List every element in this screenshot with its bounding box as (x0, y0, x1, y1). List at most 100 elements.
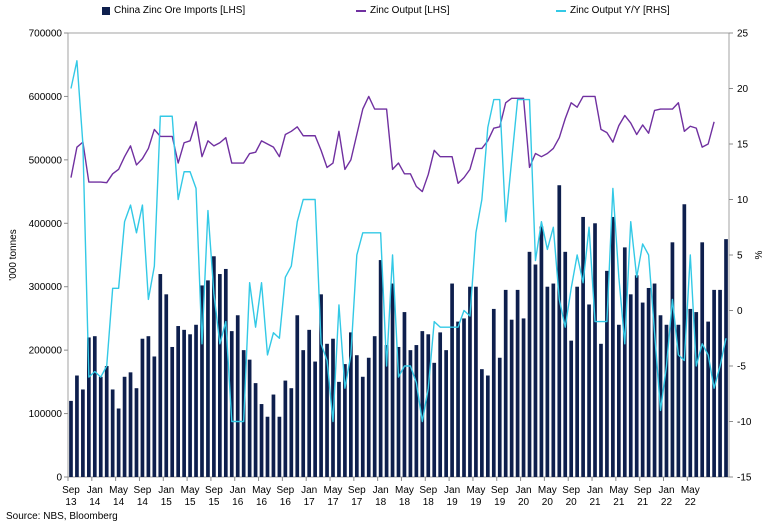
bar (462, 318, 466, 477)
x-tick-label-month: Sep (562, 485, 580, 496)
x-tick-label-year: 21 (637, 497, 649, 508)
bar (110, 389, 115, 477)
x-tick-label-year: 18 (399, 497, 411, 508)
bar (521, 318, 526, 477)
bar (474, 286, 478, 477)
bar (527, 251, 532, 477)
bar (372, 336, 377, 477)
bar (134, 388, 139, 477)
x-tick-label-year: 22 (661, 497, 673, 508)
bar (265, 416, 270, 477)
x-tick-label-month: Jan (373, 485, 389, 496)
bar (259, 404, 264, 477)
bar (69, 400, 73, 477)
x-tick-label-month: May (252, 485, 271, 496)
bar (450, 283, 454, 477)
y-left-tick-label: 100000 (29, 409, 63, 420)
bar (712, 289, 716, 477)
y-left-tick-label: 400000 (29, 219, 63, 230)
bar-series-zinc-ore-imports (69, 185, 728, 477)
bar (146, 336, 151, 477)
bar (188, 334, 192, 477)
x-tick-label-year: 13 (65, 497, 77, 508)
bar (140, 338, 145, 477)
y-right-tick-label: 0 (737, 306, 743, 317)
x-tick-label-month: Jan (658, 485, 674, 496)
legend-item-yoy: Zinc Output Y/Y [RHS] (556, 5, 670, 16)
y-right-tick-label: -10 (737, 417, 752, 428)
bar (557, 185, 562, 477)
bar (646, 287, 651, 477)
bar (444, 350, 448, 477)
bar (718, 289, 722, 477)
bar (634, 275, 639, 477)
y-left-axis-title: '000 tonnes (8, 229, 19, 280)
bar (164, 294, 169, 477)
legend-swatch-yoy (556, 9, 566, 12)
source-note: Source: NBS, Bloomberg (6, 511, 118, 522)
y-left-tick-label: 300000 (29, 282, 63, 293)
x-tick-label-month: Jan (87, 485, 103, 496)
line-zinc-output-yoy (70, 60, 727, 423)
bar (253, 383, 258, 477)
x-tick-label-month: Sep (419, 485, 437, 496)
x-tick-label-year: 17 (351, 497, 363, 508)
bar (426, 334, 431, 477)
y-right-tick-label: 25 (737, 29, 749, 40)
bar (652, 283, 657, 477)
bar (81, 389, 85, 477)
x-tick-label-month: Jan (444, 485, 460, 496)
x-tick-label-month: Sep (62, 485, 80, 496)
bar (628, 294, 633, 477)
bar (456, 321, 460, 477)
bar (622, 247, 627, 477)
bar (235, 315, 240, 477)
bar (158, 274, 163, 477)
bar (485, 375, 490, 477)
x-tick-label-month: Jan (158, 485, 174, 496)
x-tick-label-month: Sep (491, 485, 509, 496)
tick-labels: 0 100000 200000 300000 400000 500000 600000 700… (8, 29, 765, 509)
bar (360, 376, 365, 477)
bar (170, 346, 175, 477)
bar (420, 331, 425, 477)
y-right-tick-label: 10 (737, 195, 749, 206)
x-tick-label-month: Sep (634, 485, 652, 496)
bar (611, 216, 615, 477)
legend-label-output: Zinc Output [LHS] (370, 5, 450, 16)
bar (343, 364, 347, 477)
bar (366, 357, 371, 477)
x-tick-label-year: 21 (589, 497, 601, 508)
y-left-tick-label: 700000 (29, 29, 63, 40)
y-left-tick-label: 0 (56, 473, 62, 484)
bar (468, 286, 472, 477)
bar (247, 359, 252, 477)
line-series-zinc-output (70, 95, 715, 193)
y-right-tick-label: 20 (737, 84, 749, 95)
x-tick-label-year: 15 (208, 497, 220, 508)
bar (438, 332, 443, 477)
x-tick-label-year: 22 (685, 497, 697, 508)
x-tick-label-month: May (466, 485, 485, 496)
bar (354, 355, 359, 477)
x-tick-label-year: 19 (470, 497, 482, 508)
bar (569, 340, 574, 477)
bar (533, 264, 538, 477)
x-tick-label-year: 20 (566, 497, 578, 508)
x-tick-label-year: 19 (494, 497, 506, 508)
bar (664, 324, 669, 477)
bar (706, 321, 711, 477)
bar (301, 350, 306, 477)
bar (313, 361, 317, 477)
y-right-tick-label: 15 (737, 140, 749, 151)
bar (307, 329, 312, 477)
bar (408, 350, 413, 477)
bar (212, 256, 216, 477)
bar (229, 331, 234, 477)
bar (515, 289, 520, 477)
bar (497, 357, 502, 477)
y-right-tick-label: -5 (737, 362, 746, 373)
bar (176, 326, 181, 477)
bar (295, 315, 300, 477)
